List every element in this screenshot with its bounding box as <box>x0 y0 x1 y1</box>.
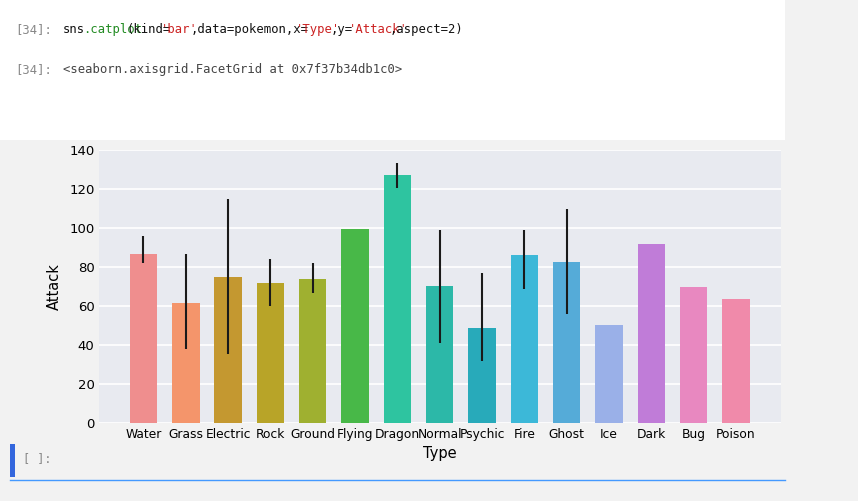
Bar <box>595 325 623 423</box>
X-axis label: Type: Type <box>423 446 456 461</box>
Bar <box>511 255 538 423</box>
Bar <box>257 283 284 423</box>
Text: [ ]:: [ ]: <box>23 452 51 465</box>
Bar <box>468 328 496 423</box>
Bar <box>341 229 369 423</box>
Text: ,data=pokemon,x=: ,data=pokemon,x= <box>190 23 309 36</box>
Bar <box>722 300 750 423</box>
Text: 'bar': 'bar' <box>160 23 197 36</box>
Bar <box>637 244 665 423</box>
Text: sns: sns <box>63 23 85 36</box>
Bar <box>299 279 327 423</box>
Bar <box>426 286 454 423</box>
Text: (kind=: (kind= <box>127 23 172 36</box>
Text: .catplot: .catplot <box>83 23 142 36</box>
Text: <seaborn.axisgrid.FacetGrid at 0x7f37b34db1c0>: <seaborn.axisgrid.FacetGrid at 0x7f37b34… <box>63 63 402 76</box>
Text: [34]:: [34]: <box>15 23 52 36</box>
Bar <box>172 304 200 423</box>
Bar <box>384 175 411 423</box>
Text: [34]:: [34]: <box>15 63 52 76</box>
Y-axis label: Attack: Attack <box>47 264 62 310</box>
Text: 'Attack': 'Attack' <box>349 23 408 36</box>
Text: ,aspect=2): ,aspect=2) <box>390 23 463 36</box>
Bar <box>130 254 157 423</box>
Bar <box>553 263 581 423</box>
Bar <box>680 287 708 423</box>
Text: ,y=: ,y= <box>330 23 353 36</box>
Text: 'Type': 'Type' <box>296 23 341 36</box>
Bar <box>214 277 242 423</box>
